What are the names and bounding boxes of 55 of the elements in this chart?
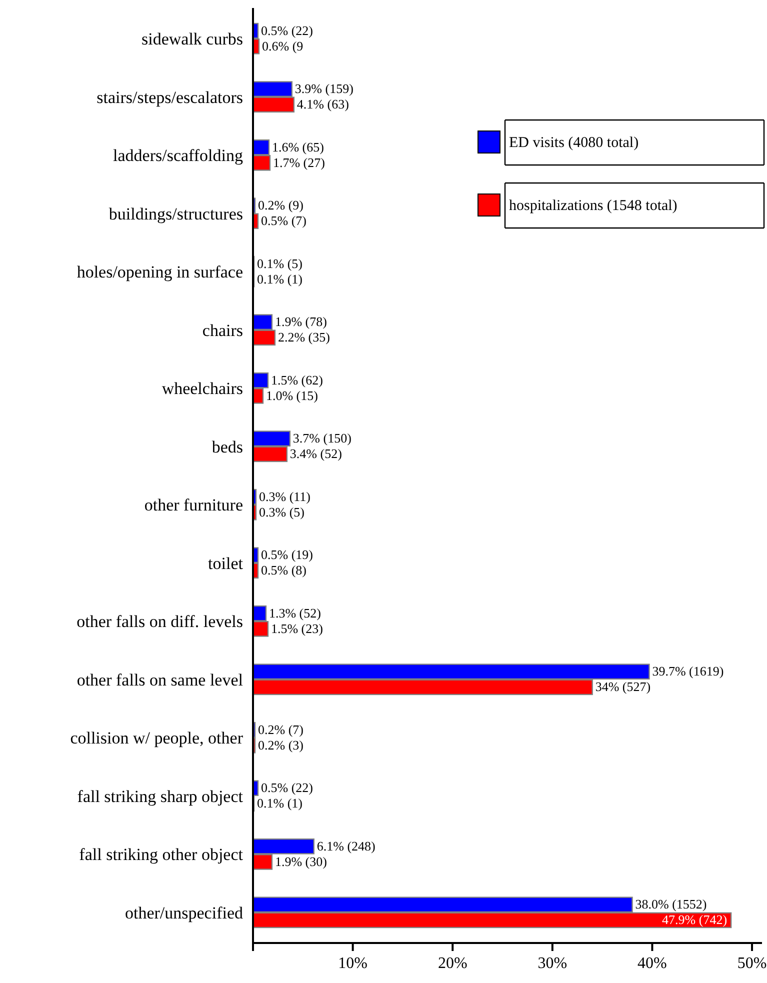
- x-tick-label: 10%: [338, 955, 368, 972]
- data-label: 1.9% (30): [274, 854, 327, 869]
- y-tick-label: fall striking sharp object: [77, 786, 244, 806]
- y-tick-label: collision w/ people, other: [70, 728, 244, 748]
- x-tick-label: 50%: [737, 955, 767, 972]
- data-label: 1.5% (23): [270, 620, 323, 636]
- y-tick-label: wheelchairs: [162, 379, 243, 398]
- data-label: 0.5% (22): [260, 22, 313, 38]
- y-tick-label: holes/opening in surface: [76, 262, 243, 282]
- legend-label: hospitalizations (1548 total): [509, 198, 678, 214]
- y-tick-label: toilet: [208, 554, 244, 573]
- data-label: 0.2% (3): [258, 737, 304, 752]
- y-tick-label: fall striking other object: [79, 845, 244, 864]
- data-label: 39.7% (1619): [652, 664, 724, 679]
- y-tick-label: chairs: [202, 320, 243, 340]
- data-label: 1.0% (15): [266, 388, 318, 403]
- y-tick-label: ladders/scaffolding: [113, 146, 244, 166]
- data-label: 38.0% (1552): [635, 896, 707, 912]
- y-tick-label: other furniture: [144, 496, 243, 515]
- y-tick-label: stairs/steps/escalators: [96, 88, 243, 107]
- data-label: 1.6% (65): [272, 139, 324, 154]
- data-label: 3.9% (159): [294, 81, 354, 96]
- y-tick-label: buildings/structures: [108, 204, 243, 224]
- y-tick-label: beds: [212, 437, 243, 456]
- data-label: 0.1% (1): [257, 796, 302, 811]
- x-tick-label: 40%: [638, 955, 667, 972]
- data-label: 0.2% (9): [258, 198, 304, 213]
- y-tick-label: other/unspecified: [124, 903, 244, 922]
- y-tick-label: sidewalk curbs: [141, 30, 243, 49]
- data-label: 0.5% (8): [260, 562, 306, 578]
- data-label: 0.1% (1): [257, 271, 302, 286]
- x-tick-label: 30%: [538, 955, 568, 972]
- data-label: 1.7% (27): [272, 154, 325, 170]
- data-label: 3.7% (150): [292, 430, 352, 446]
- data-label: 0.1% (5): [257, 256, 302, 271]
- data-label: 0.5% (22): [260, 780, 313, 796]
- data-label: 1.9% (78): [274, 314, 327, 330]
- data-label: 0.3% (5): [258, 504, 304, 520]
- data-label: 2.2% (35): [278, 330, 330, 345]
- data-label: 0.2% (7): [258, 722, 304, 737]
- data-label: 0.3% (11): [258, 488, 311, 504]
- y-tick-label: other falls on same level: [76, 670, 244, 690]
- data-label: 0.5% (7): [260, 213, 306, 228]
- data-label: 3.4% (52): [290, 446, 342, 462]
- data-label: 47.9% (742): [662, 912, 728, 928]
- data-label: 1.3% (52): [268, 605, 321, 620]
- y-tick-label: other falls on diff. levels: [76, 612, 243, 632]
- data-label: 1.5% (62): [270, 372, 323, 388]
- data-label: 34% (527): [595, 679, 651, 694]
- data-label: 6.1% (248): [316, 838, 376, 854]
- data-label: 0.5% (19): [260, 547, 313, 562]
- data-label: 4.1% (63): [296, 96, 349, 112]
- legend-label: ED visits (4080 total): [509, 135, 639, 151]
- x-tick-label: 20%: [438, 955, 468, 972]
- data-label: 0.6% (9: [262, 38, 304, 54]
